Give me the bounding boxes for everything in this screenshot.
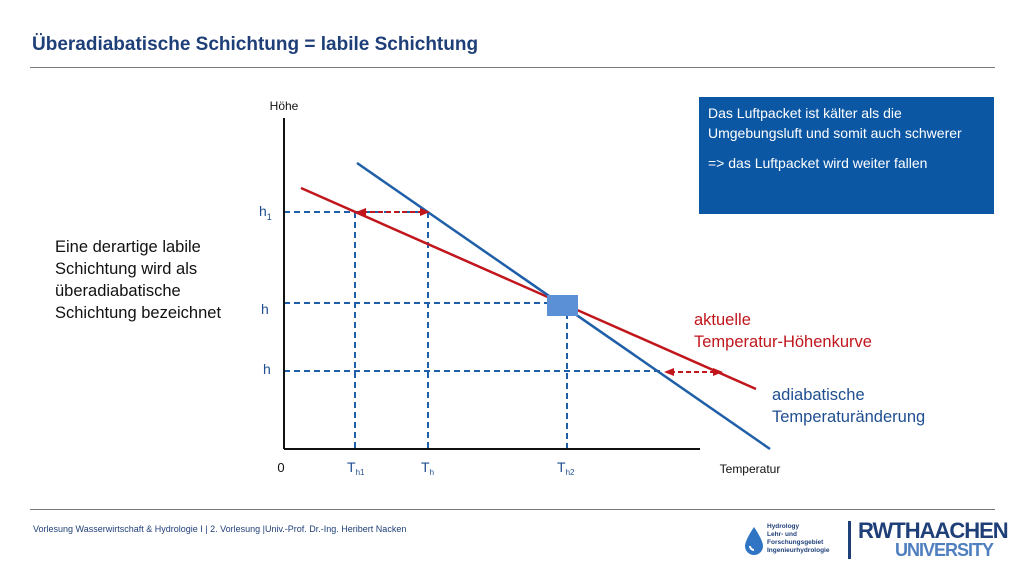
- tick-h-lower: h: [263, 361, 271, 377]
- arrowhead-upper-left: [356, 208, 366, 216]
- footer-text: Vorlesung Wasserwirtschaft & Hydrologie …: [33, 524, 407, 534]
- description-text: Eine derartige labile Schichtung wird al…: [55, 238, 222, 322]
- rwth-logo-line1: RWTHAACHEN: [858, 518, 1009, 543]
- arrowhead-upper-right: [420, 208, 430, 216]
- tick-th2: Th2: [557, 459, 575, 477]
- slide-title: Überadiabatische Schichtung = labile Sch…: [32, 34, 479, 55]
- guide-lines: [284, 211, 662, 449]
- tick-th: Th: [421, 459, 434, 477]
- rwth-logo: RWTHAACHEN UNIVERSITY: [848, 520, 1009, 561]
- blue-curve-label-line1: adiabatische: [772, 386, 865, 404]
- blue-curve-label: adiabatische Temperaturänderung: [772, 384, 925, 428]
- water-drop-icon: [745, 527, 763, 555]
- rwth-logo-line2: UNIVERSITY: [895, 540, 994, 560]
- tick-h1: h1: [259, 203, 272, 222]
- footer-divider: [30, 509, 995, 510]
- origin-label: 0: [277, 460, 284, 475]
- hydrology-logo-text: Hydrology Lehr- und Forschungsgebiet Ing…: [767, 523, 830, 554]
- red-curve-label: aktuelle Temperatur-Höhenkurve: [694, 309, 872, 353]
- rwth-logo-bar: [848, 521, 851, 559]
- air-parcel: [547, 295, 578, 316]
- info-box-text-2: => das Luftpacket wird weiter fallen: [708, 155, 928, 171]
- y-axis-label: Höhe: [270, 99, 299, 113]
- blue-curve-label-line2: Temperaturänderung: [772, 408, 926, 426]
- red-temperature-curve: [300, 186, 757, 391]
- arrowhead-lower-right: [713, 368, 723, 376]
- red-curve-label-line1: aktuelle: [694, 311, 751, 329]
- info-box: Das Luftpacket ist kälter als die Umgebu…: [699, 97, 994, 214]
- tick-h: h: [261, 301, 269, 317]
- hydrology-logo: Hydrology Lehr- und Forschungsgebiet Ing…: [745, 521, 829, 559]
- info-box-text-1: Das Luftpacket ist kälter als die Umgebu…: [708, 105, 962, 141]
- arrowhead-lower-left: [664, 368, 674, 376]
- tick-th1: Th1: [347, 459, 365, 477]
- red-curve-label-line2: Temperatur-Höhenkurve: [694, 333, 872, 351]
- red-arrows: [362, 211, 718, 373]
- title-divider: [30, 67, 995, 68]
- x-axis-label: Temperatur: [720, 462, 781, 476]
